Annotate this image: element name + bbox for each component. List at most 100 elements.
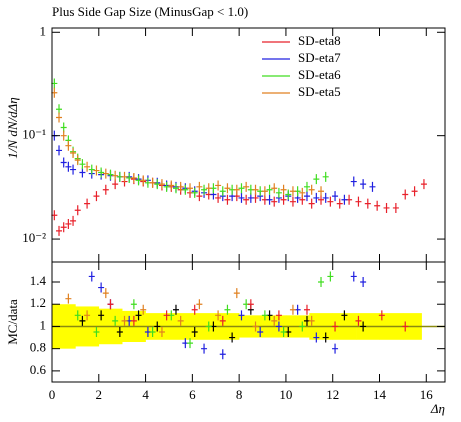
data-point	[102, 184, 109, 195]
data-point	[130, 299, 137, 310]
data-point	[238, 310, 245, 321]
y-tick-label: 1.4	[30, 273, 47, 288]
data-point	[196, 299, 203, 310]
data-point	[121, 315, 128, 326]
data-point	[280, 194, 287, 205]
data-point	[74, 310, 81, 321]
data-point	[70, 164, 77, 175]
data-point	[130, 172, 137, 183]
data-point	[79, 167, 86, 178]
data-point	[163, 181, 170, 192]
data-point	[224, 194, 231, 205]
data-point	[350, 176, 357, 187]
data-point	[271, 196, 278, 207]
data-point	[172, 304, 179, 315]
data-point	[374, 200, 381, 211]
data-point	[116, 327, 123, 337]
data-point	[70, 215, 77, 226]
data-point	[229, 332, 236, 343]
data-point	[327, 271, 334, 282]
legend-label: SD-eta6	[298, 67, 341, 82]
data-point	[332, 343, 339, 354]
data-point	[280, 327, 287, 337]
y-tick-label: 0.6	[30, 362, 47, 377]
data-point	[402, 321, 409, 332]
data-point	[65, 218, 72, 229]
data-point	[360, 277, 367, 287]
data-point	[107, 169, 114, 180]
data-point	[238, 183, 245, 194]
data-point	[233, 184, 240, 195]
data-point	[79, 159, 86, 170]
data-point	[121, 171, 128, 182]
y-tick-label: 1	[40, 23, 47, 38]
data-point	[224, 183, 231, 194]
y-tick-label: 0.8	[30, 340, 46, 355]
data-point	[191, 327, 198, 337]
data-point	[74, 155, 81, 166]
data-point	[140, 175, 147, 186]
data-point	[201, 184, 208, 195]
data-point	[252, 184, 259, 195]
data-point	[149, 327, 156, 337]
data-point	[271, 315, 278, 326]
data-point	[285, 189, 292, 200]
x-tick-label: 4	[142, 387, 149, 402]
ratio-y-axis-label: MC/data	[5, 299, 20, 345]
data-point	[88, 164, 95, 175]
data-point	[322, 192, 329, 203]
y-tick-label: 10⁻²	[22, 230, 46, 245]
data-point	[65, 161, 72, 172]
data-point	[154, 321, 161, 332]
data-point	[303, 181, 310, 192]
data-point	[233, 288, 240, 299]
data-point	[191, 187, 198, 198]
data-point	[360, 321, 367, 332]
data-point	[112, 315, 119, 326]
data-point	[280, 184, 287, 195]
data-point	[112, 179, 119, 190]
data-point	[56, 112, 63, 123]
data-point	[191, 304, 198, 315]
data-point	[56, 225, 63, 236]
data-point	[364, 198, 371, 209]
data-point	[172, 183, 179, 194]
data-point	[378, 310, 385, 321]
data-point	[84, 161, 91, 172]
data-point	[60, 130, 67, 141]
data-point	[266, 184, 273, 195]
data-point	[196, 191, 203, 202]
data-point	[219, 186, 226, 197]
data-point	[257, 327, 264, 337]
data-point	[318, 194, 325, 205]
data-point	[261, 186, 268, 197]
data-point	[369, 181, 376, 192]
data-point	[187, 338, 194, 349]
data-point	[224, 304, 231, 315]
data-point	[341, 310, 348, 321]
data-point	[313, 332, 320, 343]
data-point	[182, 184, 189, 195]
x-axis-label: Δη	[430, 401, 445, 416]
data-point	[247, 299, 254, 310]
data-point	[163, 310, 170, 321]
data-point	[402, 189, 409, 200]
x-tick-label: 2	[96, 387, 103, 402]
data-point	[336, 198, 343, 209]
data-point	[158, 179, 165, 190]
data-point	[205, 321, 212, 332]
data-point	[271, 183, 278, 194]
x-tick-label: 14	[373, 387, 387, 402]
data-point	[266, 194, 273, 205]
x-tick-label: 6	[189, 387, 196, 402]
data-point	[102, 168, 109, 179]
data-point	[88, 271, 95, 282]
plot-frame	[51, 27, 446, 263]
data-point	[299, 321, 306, 332]
data-point	[322, 332, 329, 343]
data-point	[84, 310, 91, 321]
y-axis-label: 1/N dN/dΔη	[5, 97, 20, 158]
legend-label: SD-eta7	[298, 50, 341, 65]
chart-title: Plus Side Gap Size (MinusGap < 1.0)	[52, 4, 248, 19]
x-tick-label: 10	[279, 387, 292, 402]
